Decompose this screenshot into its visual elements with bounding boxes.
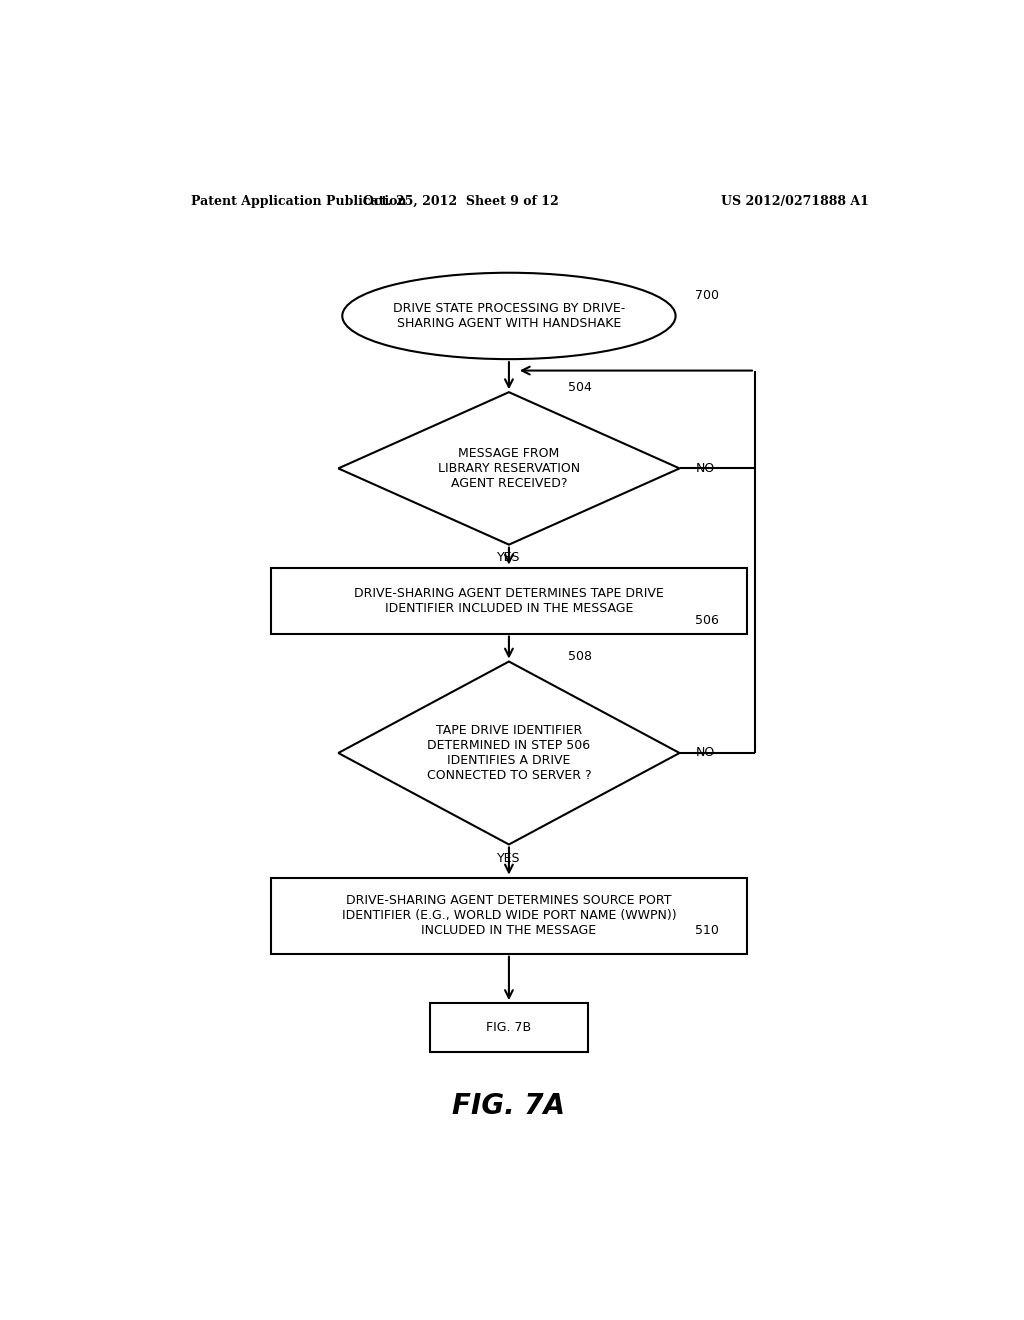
Text: 508: 508 — [568, 649, 593, 663]
Text: MESSAGE FROM
LIBRARY RESERVATION
AGENT RECEIVED?: MESSAGE FROM LIBRARY RESERVATION AGENT R… — [438, 447, 580, 490]
Text: Patent Application Publication: Patent Application Publication — [191, 194, 407, 207]
Text: YES: YES — [498, 851, 520, 865]
Text: FIG. 7A: FIG. 7A — [453, 1092, 565, 1119]
Text: TAPE DRIVE IDENTIFIER
DETERMINED IN STEP 506
IDENTIFIES A DRIVE
CONNECTED TO SER: TAPE DRIVE IDENTIFIER DETERMINED IN STEP… — [427, 723, 591, 781]
Text: DRIVE STATE PROCESSING BY DRIVE-
SHARING AGENT WITH HANDSHAKE: DRIVE STATE PROCESSING BY DRIVE- SHARING… — [393, 302, 625, 330]
Text: 506: 506 — [695, 614, 719, 627]
Text: FIG. 7B: FIG. 7B — [486, 1020, 531, 1034]
Text: Oct. 25, 2012  Sheet 9 of 12: Oct. 25, 2012 Sheet 9 of 12 — [364, 194, 559, 207]
Text: NO: NO — [695, 747, 715, 759]
Text: NO: NO — [695, 462, 715, 475]
Text: DRIVE-SHARING AGENT DETERMINES SOURCE PORT
IDENTIFIER (E.G., WORLD WIDE PORT NAM: DRIVE-SHARING AGENT DETERMINES SOURCE PO… — [342, 894, 676, 937]
Text: YES: YES — [498, 550, 520, 564]
Text: US 2012/0271888 A1: US 2012/0271888 A1 — [721, 194, 868, 207]
Text: DRIVE-SHARING AGENT DETERMINES TAPE DRIVE
IDENTIFIER INCLUDED IN THE MESSAGE: DRIVE-SHARING AGENT DETERMINES TAPE DRIV… — [354, 586, 664, 615]
Text: 700: 700 — [695, 289, 720, 302]
Text: 504: 504 — [568, 380, 592, 393]
Text: 510: 510 — [695, 924, 719, 937]
